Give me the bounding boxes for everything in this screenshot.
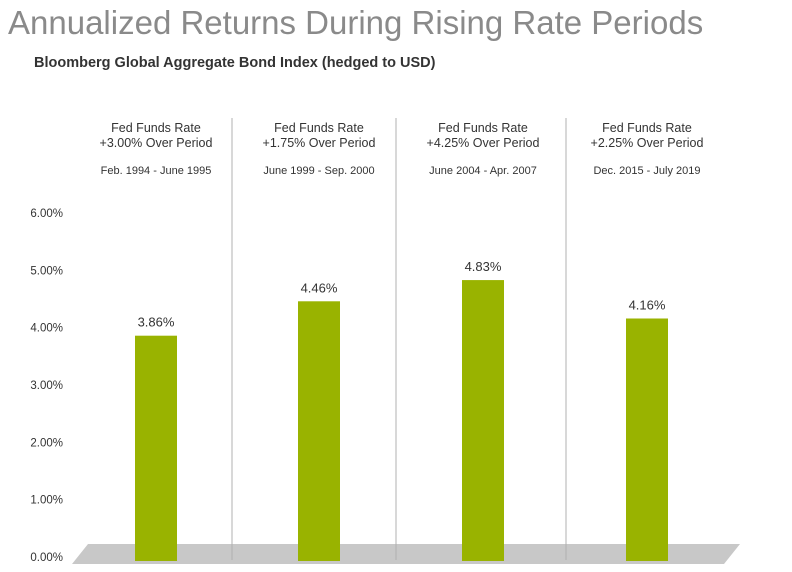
category-period: Feb. 1994 - June 1995: [101, 165, 212, 177]
category-header-line1: Fed Funds Rate: [602, 121, 692, 135]
category-header-line2: +3.00% Over Period: [100, 136, 213, 150]
y-tick-label: 5.00%: [30, 265, 63, 277]
category-header-line2: +1.75% Over Period: [263, 136, 376, 150]
data-label: 4.16%: [629, 297, 666, 312]
category-header-line1: Fed Funds Rate: [274, 121, 364, 135]
y-tick-label: 6.00%: [30, 208, 63, 220]
category-header-line1: Fed Funds Rate: [438, 121, 528, 135]
bar: [298, 301, 340, 561]
category-header-line2: +2.25% Over Period: [591, 136, 704, 150]
category-header-line2: +4.25% Over Period: [427, 136, 540, 150]
bar: [135, 335, 177, 561]
bar: [462, 280, 504, 561]
data-label: 4.46%: [301, 280, 338, 295]
y-tick-label: 0.00%: [30, 552, 63, 564]
y-tick-label: 3.00%: [30, 380, 63, 392]
y-tick-label: 4.00%: [30, 323, 63, 335]
chart-subtitle: Bloomberg Global Aggregate Bond Index (h…: [34, 55, 436, 71]
data-label: 3.86%: [138, 315, 175, 330]
chart-title: Annualized Returns During Rising Rate Pe…: [8, 4, 704, 41]
category-period: June 1999 - Sep. 2000: [263, 165, 374, 177]
category-header-line1: Fed Funds Rate: [111, 121, 201, 135]
category-period: June 2004 - Apr. 2007: [429, 165, 537, 177]
data-label: 4.83%: [465, 259, 502, 274]
category-period: Dec. 2015 - July 2019: [593, 165, 700, 177]
y-tick-label: 1.00%: [30, 495, 63, 507]
bar: [626, 318, 668, 561]
y-tick-label: 2.00%: [30, 437, 63, 449]
chart-floor: [72, 544, 740, 564]
